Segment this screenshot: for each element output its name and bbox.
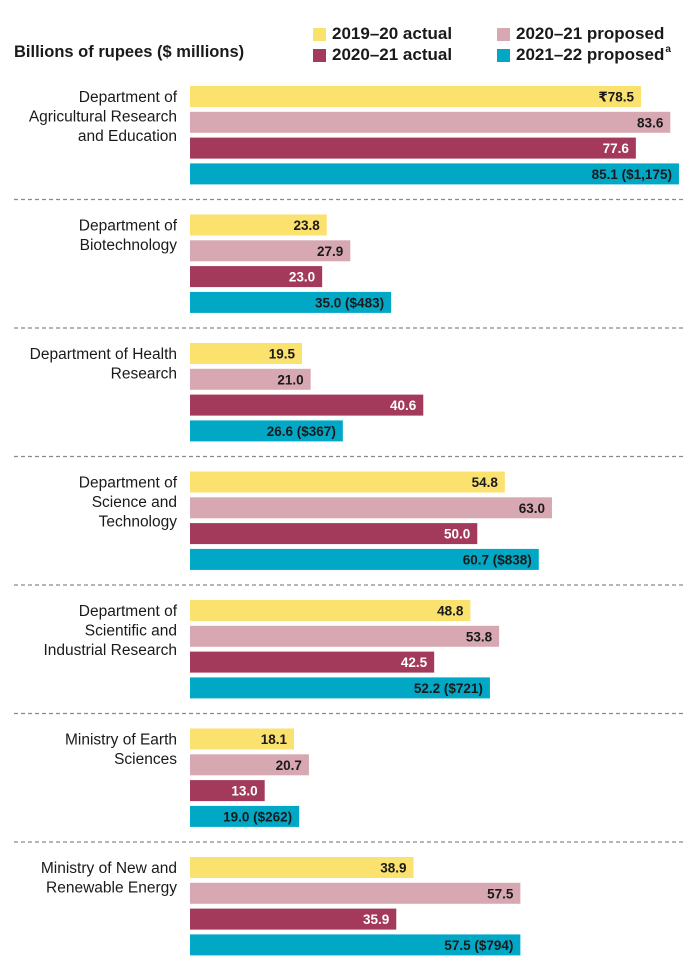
legend-item-2021-22-proposed: 2021–22 proposed a xyxy=(497,43,671,65)
bar xyxy=(190,908,397,930)
bar-value-label: 35.0 ($483) xyxy=(315,295,384,310)
bar xyxy=(190,394,424,416)
category-label-line: Department of xyxy=(79,218,178,235)
bar-value-label: 42.5 xyxy=(401,655,428,670)
category-label: Department of Agricultural Research and Ed… xyxy=(29,89,178,145)
legend-swatch xyxy=(497,48,510,62)
category-label: Ministry of New and Renewable Energy xyxy=(41,860,177,897)
bar-value-label: 18.1 xyxy=(261,732,288,747)
bar-value-label: 63.0 xyxy=(519,501,545,516)
bar-value-label: 48.8 xyxy=(437,604,464,619)
bar-value-label: 38.9 xyxy=(380,861,406,876)
legend-item-2020-21-proposed: 2020–21 proposed xyxy=(497,24,664,44)
bar xyxy=(190,651,435,673)
category-label-line: Technology xyxy=(99,514,178,531)
category-label-line: and Education xyxy=(78,128,177,145)
bar-value-label: 40.6 xyxy=(390,398,417,413)
bar-value-label: 54.8 xyxy=(472,475,499,490)
bar xyxy=(190,240,351,262)
bar-value-label: 57.5 ($794) xyxy=(444,938,513,953)
bar-value-label: 77.6 xyxy=(603,141,630,156)
bar-value-label: 13.0 xyxy=(231,784,257,799)
legend-item-2019-20-actual: 2019–20 actual xyxy=(313,24,452,44)
bar-value-label: 19.5 xyxy=(269,347,296,362)
bar xyxy=(190,343,303,364)
legend-item-2020-21-actual: 2020–21 actual xyxy=(313,45,452,65)
bar xyxy=(190,780,265,802)
category-label-line: Department of Health xyxy=(30,346,177,363)
bar xyxy=(190,111,671,133)
legend-label: 2020–21 actual xyxy=(332,45,453,64)
category-label-line: Renewable Energy xyxy=(46,880,177,897)
category-label: Ministry of Earth Sciences xyxy=(65,732,177,769)
bar-value-label: 53.8 xyxy=(466,629,493,644)
bar xyxy=(190,625,500,647)
bar-value-label: 19.0 ($262) xyxy=(223,809,292,824)
chart-unit-label: Billions of rupees ($ millions) xyxy=(14,43,245,61)
bar-value-label: 27.9 xyxy=(317,244,343,259)
bar xyxy=(190,934,521,956)
bar xyxy=(190,600,471,621)
bar xyxy=(190,266,323,288)
bar-value-label: 26.6 ($367) xyxy=(267,424,336,439)
bar xyxy=(190,497,552,519)
category-label-line: Ministry of New and xyxy=(41,860,177,877)
bar xyxy=(190,857,414,878)
category-label-line: Sciences xyxy=(114,751,177,768)
bar-value-label: 20.7 xyxy=(276,758,302,773)
bar-value-label: 23.0 xyxy=(289,270,315,285)
bar-value-label: 21.0 xyxy=(277,372,303,387)
bar-value-label: 23.8 xyxy=(293,218,320,233)
category-label-line: Research xyxy=(111,366,177,383)
bar xyxy=(190,728,294,750)
bar xyxy=(190,137,636,159)
bar xyxy=(190,754,309,776)
legend-label: 2021–22 proposed xyxy=(516,45,665,64)
category-label: Department of Biotechnology xyxy=(79,218,178,255)
category-label-line: Ministry of Earth xyxy=(65,732,177,749)
legend-label: 2019–20 actual xyxy=(332,24,453,43)
bar xyxy=(190,291,392,313)
bar-value-label: 35.9 xyxy=(363,912,389,927)
bar-value-label: 52.2 ($721) xyxy=(414,681,483,696)
category-label-line: Scientific and xyxy=(85,623,177,640)
category-label-line: Industrial Research xyxy=(43,642,177,659)
bar xyxy=(190,471,505,493)
legend-swatch xyxy=(313,48,326,62)
bar xyxy=(190,677,490,699)
bar xyxy=(190,163,679,185)
category-label-line: Department of xyxy=(79,89,178,106)
bar-value-label: 85.1 ($1,175) xyxy=(592,167,672,182)
category-label-line: Department of xyxy=(79,475,178,492)
bar xyxy=(190,882,521,904)
legend-swatch xyxy=(313,27,326,41)
category-label-line: Science and xyxy=(92,494,177,511)
bar-value-label: 83.6 xyxy=(637,115,664,130)
legend-label: 2020–21 proposed xyxy=(516,24,665,43)
bar xyxy=(190,420,343,442)
category-label: Department of Scientific and Industrial Re… xyxy=(43,603,177,659)
category-label-line: Agricultural Research xyxy=(29,109,177,126)
bar-value-label: 57.5 xyxy=(487,886,514,901)
legend-footnote-marker: a xyxy=(665,43,671,55)
bar xyxy=(190,368,311,390)
category-label-line: Biotechnology xyxy=(80,237,178,254)
legend-swatch xyxy=(497,27,510,41)
bar xyxy=(190,523,478,545)
bar xyxy=(190,214,327,236)
category-label: Department of Science and Technology xyxy=(79,475,178,531)
category-label-line: Department of xyxy=(79,603,178,620)
bar-value-label: ₹78.5 xyxy=(598,90,634,105)
bar xyxy=(190,805,300,827)
bar xyxy=(190,86,642,107)
bar-value-label: 50.0 xyxy=(444,527,470,542)
category-label: Department of Health Research xyxy=(30,346,177,383)
bar-value-label: 60.7 ($838) xyxy=(463,552,532,567)
bar xyxy=(190,548,539,570)
